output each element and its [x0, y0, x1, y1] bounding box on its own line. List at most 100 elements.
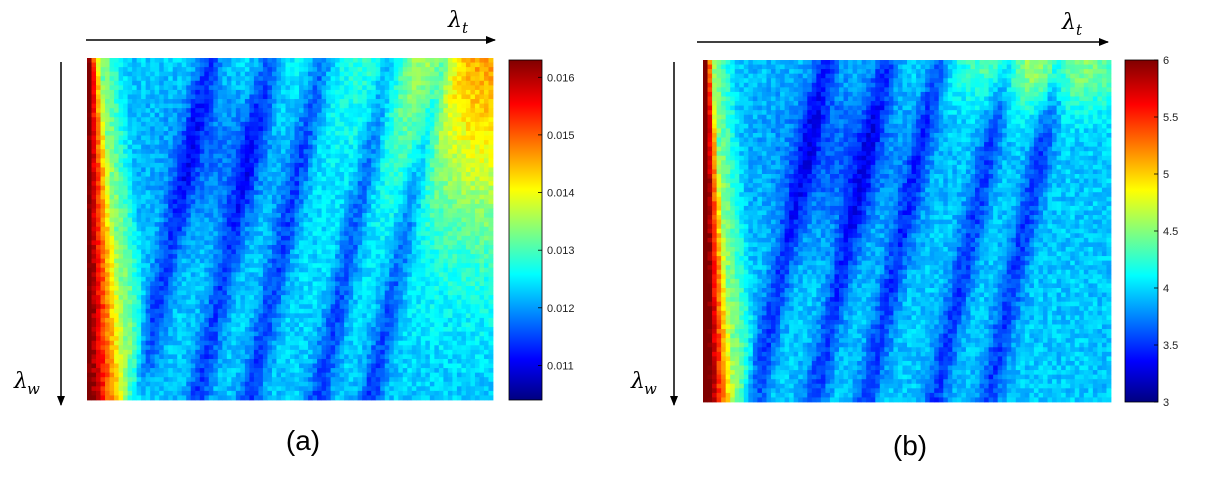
- heatmap-cell: [87, 258, 92, 264]
- heatmap-cell: [465, 276, 471, 282]
- heatmap-cell: [127, 62, 133, 68]
- heatmap-cell: [299, 194, 304, 200]
- heatmap-cell: [87, 62, 92, 68]
- heatmap-cell: [271, 222, 277, 228]
- heatmap-cell: [294, 117, 300, 123]
- heatmap-cell: [461, 240, 467, 246]
- heatmap-cell: [357, 231, 363, 237]
- heatmap-cell: [118, 244, 124, 250]
- heatmap-cell: [290, 67, 295, 73]
- heatmap-cell: [474, 299, 480, 305]
- heatmap-cell: [118, 71, 124, 77]
- heatmap-cell: [285, 254, 291, 260]
- heatmap-cell: [249, 162, 255, 168]
- heatmap-cell: [380, 258, 386, 264]
- heatmap-cell: [181, 213, 187, 218]
- heatmap-cell: [470, 121, 476, 127]
- heatmap-cell: [208, 190, 214, 196]
- heatmap-cell: [290, 194, 295, 200]
- heatmap-cell: [258, 281, 264, 287]
- heatmap-cell: [258, 76, 264, 82]
- heatmap-cell: [132, 85, 138, 91]
- heatmap-cell: [366, 235, 372, 241]
- heatmap-cell: [208, 112, 214, 118]
- heatmap-cell: [285, 231, 291, 237]
- heatmap-cell: [276, 149, 282, 155]
- heatmap-cell: [226, 62, 232, 68]
- heatmap-cell: [353, 267, 359, 273]
- heatmap-cell: [114, 281, 119, 287]
- heatmap-cell: [461, 276, 467, 282]
- heatmap-cell: [136, 76, 142, 82]
- heatmap-cell: [353, 276, 359, 282]
- heatmap-cell: [186, 254, 192, 260]
- heatmap-cell: [299, 226, 304, 232]
- heatmap-cell: [105, 194, 110, 200]
- heatmap-cell: [474, 103, 480, 109]
- heatmap-cell: [384, 222, 390, 228]
- heatmap-cell: [416, 85, 422, 91]
- heatmap-cell: [366, 194, 372, 200]
- heatmap-cell: [262, 267, 268, 273]
- heatmap-cell: [132, 89, 138, 95]
- heatmap-cell: [100, 263, 106, 269]
- heatmap-cell: [416, 199, 422, 205]
- heatmap-cell: [465, 304, 471, 310]
- heatmap-cell: [136, 299, 142, 305]
- heatmap-cell: [276, 130, 282, 136]
- heatmap-cell: [204, 172, 210, 177]
- heatmap-cell: [127, 308, 133, 314]
- heatmap-cell: [479, 290, 485, 296]
- heatmap-cell: [258, 172, 264, 177]
- heatmap-cell: [222, 213, 228, 218]
- heatmap-cell: [339, 130, 345, 136]
- heatmap-cell: [438, 58, 444, 63]
- heatmap-cell: [474, 208, 480, 214]
- heatmap-cell: [253, 135, 259, 141]
- heatmap-cell: [262, 304, 268, 310]
- heatmap-cell: [244, 162, 250, 168]
- heatmap-cell: [145, 281, 151, 287]
- heatmap-cell: [384, 112, 390, 118]
- heatmap-cell: [114, 254, 119, 260]
- heatmap-cell: [384, 85, 390, 91]
- heatmap-cell: [479, 281, 485, 287]
- heatmap-cell: [208, 272, 214, 278]
- heatmap-cell: [434, 194, 440, 200]
- heatmap-cell: [186, 190, 192, 196]
- heatmap-cell: [168, 235, 174, 241]
- heatmap-cell: [294, 67, 300, 73]
- heatmap-cell: [217, 258, 223, 264]
- heatmap-cell: [357, 249, 363, 255]
- heatmap-cell: [91, 235, 97, 241]
- heatmap-cell: [226, 190, 232, 196]
- heatmap-cell: [375, 162, 381, 168]
- heatmap-cell: [483, 167, 489, 173]
- heatmap-cell: [303, 71, 309, 77]
- heatmap-cell: [434, 263, 440, 269]
- heatmap-cell: [199, 235, 205, 241]
- heatmap-cell: [100, 117, 106, 123]
- heatmap-cell: [362, 71, 368, 77]
- heatmap-cell: [249, 112, 255, 118]
- heatmap-cell: [253, 144, 259, 150]
- heatmap-cell: [172, 144, 178, 150]
- heatmap-cell: [280, 249, 286, 255]
- heatmap-cell: [452, 149, 458, 155]
- heatmap-cell: [402, 71, 408, 77]
- heatmap-cell: [258, 240, 264, 246]
- heatmap-cell: [132, 304, 138, 310]
- heatmap-cell: [375, 213, 381, 218]
- heatmap-cell: [443, 108, 449, 114]
- heatmap-cell: [244, 172, 250, 177]
- heatmap-cell: [231, 62, 237, 68]
- heatmap-cell: [267, 162, 273, 168]
- heatmap-cell: [461, 290, 467, 296]
- heatmap-cell: [91, 149, 97, 155]
- heatmap-cell: [299, 126, 304, 132]
- heatmap-cell: [285, 194, 291, 200]
- heatmap-cell: [91, 249, 97, 255]
- heatmap-cell: [470, 135, 476, 141]
- heatmap-cell: [190, 153, 196, 159]
- heatmap-cell: [420, 67, 426, 73]
